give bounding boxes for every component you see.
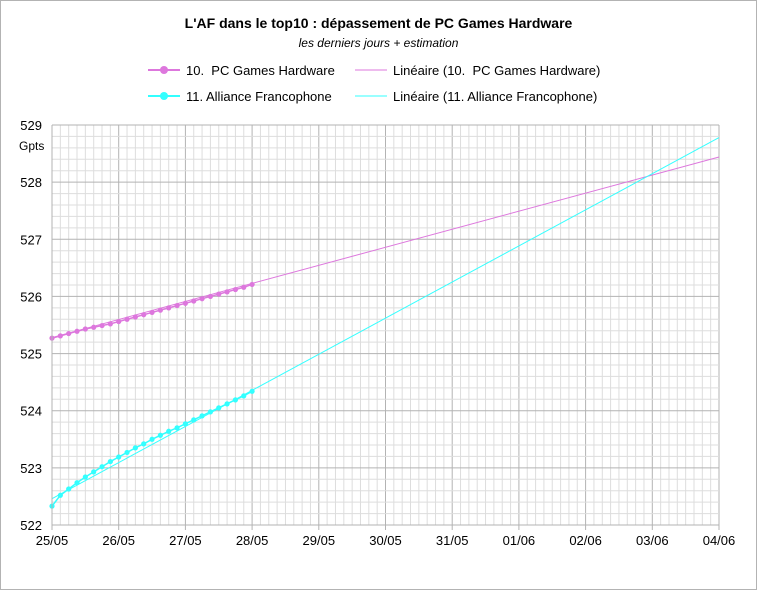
trendlines <box>51 137 720 500</box>
data-point <box>224 401 230 407</box>
data-point <box>191 298 197 304</box>
data-point <box>232 397 239 403</box>
x-tick-label: 28/05 <box>236 533 269 548</box>
data-point <box>199 296 205 302</box>
data-point <box>74 328 80 334</box>
data-point <box>157 307 163 313</box>
data-point <box>249 388 255 394</box>
data-point <box>174 302 180 309</box>
data-point <box>182 300 188 306</box>
data-point <box>149 436 155 442</box>
legend-label-2: Linéaire (10. PC Games Hardware) <box>393 63 600 78</box>
data-point <box>99 464 105 470</box>
y-tick-label: 526 <box>20 289 42 304</box>
y-tick-label: 525 <box>20 347 42 362</box>
trendline-1 <box>51 156 720 339</box>
data-point <box>249 281 255 288</box>
data-point <box>107 321 113 327</box>
data-point <box>232 286 239 293</box>
data-point <box>74 480 80 486</box>
data-point <box>82 474 88 480</box>
data-point <box>124 449 130 456</box>
data-point <box>174 425 180 431</box>
y-tick-label: 522 <box>20 518 42 533</box>
data-point <box>141 441 147 447</box>
data-point <box>216 291 222 297</box>
x-tick-label: 25/05 <box>36 533 69 548</box>
data-point <box>182 421 188 427</box>
y-axis-label: Gpts <box>19 139 44 153</box>
x-tick-label: 27/05 <box>169 533 202 548</box>
chart-subtitle: les derniers jours + estimation <box>298 36 459 50</box>
x-tick-label: 04/06 <box>703 533 736 548</box>
data-series <box>49 281 255 509</box>
x-tick-label: 02/06 <box>569 533 602 548</box>
data-point <box>207 293 214 300</box>
data-point <box>166 305 172 311</box>
data-point <box>91 324 97 330</box>
data-point <box>66 330 72 337</box>
data-point <box>57 492 63 498</box>
data-point <box>107 458 113 465</box>
legend: 10. PC Games Hardware Linéaire (10. PC Ga… <box>148 63 600 104</box>
y-tick-label: 523 <box>20 461 42 476</box>
data-point <box>132 445 138 451</box>
legend-marker-1 <box>160 66 168 74</box>
data-point <box>99 322 105 329</box>
x-tick-label: 30/05 <box>369 533 402 548</box>
data-point <box>57 333 63 339</box>
data-point <box>82 326 88 332</box>
y-tick-label: 528 <box>20 175 42 190</box>
data-point <box>224 289 230 295</box>
data-point <box>116 318 122 325</box>
legend-label-1: 10. PC Games Hardware <box>186 63 335 78</box>
plot-grid <box>51 124 720 526</box>
data-point <box>241 393 247 399</box>
data-point <box>149 309 155 316</box>
data-point <box>166 428 172 434</box>
data-point <box>207 409 214 415</box>
x-tick-label: 31/05 <box>436 533 469 548</box>
y-tick-label: 529 <box>20 118 42 133</box>
legend-label-4: Linéaire (11. Alliance Francophone) <box>393 89 597 104</box>
data-point <box>66 486 72 492</box>
x-tick-label: 03/06 <box>636 533 669 548</box>
data-point <box>124 316 130 322</box>
y-tick-label: 527 <box>20 232 42 247</box>
data-point <box>132 314 138 320</box>
x-tick-label: 29/05 <box>303 533 336 548</box>
legend-marker-3 <box>160 92 168 100</box>
trendline-2 <box>51 137 720 500</box>
data-point <box>199 413 205 419</box>
axes: 522 523 524 525 526 527 528 529 Gpts 25/05 26/05 27… <box>19 118 735 548</box>
data-point <box>141 312 147 318</box>
data-point <box>191 417 197 423</box>
x-tick-label: 01/06 <box>503 533 536 548</box>
x-tick-label: 26/05 <box>102 533 135 548</box>
data-point <box>241 284 247 290</box>
y-tick-label: 524 <box>20 404 42 419</box>
data-point <box>216 405 222 411</box>
legend-label-3: 11. Alliance Francophone <box>186 89 332 104</box>
data-point <box>91 469 97 475</box>
data-point <box>116 454 122 460</box>
data-point <box>157 432 163 438</box>
chart-title: L'AF dans le top10 : dépassement de PC G… <box>184 15 573 31</box>
